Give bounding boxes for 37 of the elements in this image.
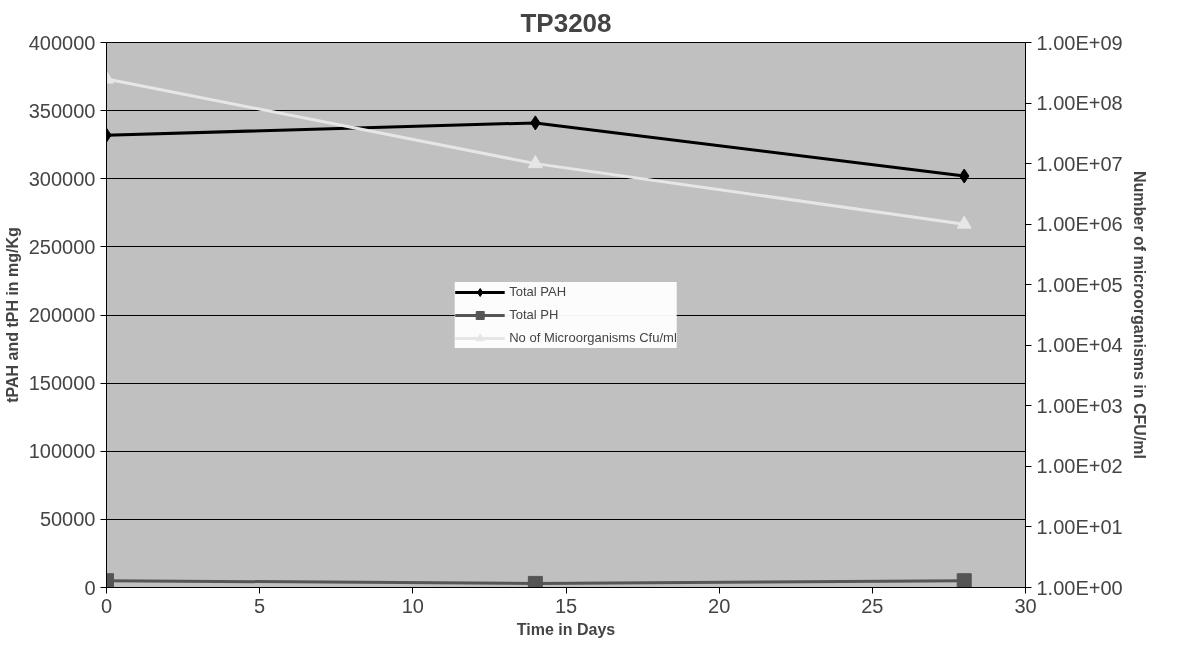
y2-tick-label: 1.00E+08 [1036, 92, 1123, 115]
y-tick-label: 400000 [28, 31, 96, 54]
y-axis-title: tPAH and tPH in mg/Kg [3, 227, 21, 403]
x-tick-label: 15 [554, 594, 578, 617]
legend-label: Total PAH [509, 284, 567, 299]
x-axis-title: Time in Days [516, 620, 616, 638]
y2-tick-label: 1.00E+09 [1036, 31, 1123, 54]
y2-tick-label: 1.00E+00 [1036, 576, 1123, 599]
x-tick-label: 30 [1014, 594, 1037, 617]
chart-title: TP3208 [520, 7, 612, 38]
x-tick-label: 10 [401, 594, 424, 617]
y2-tick-label: 1.00E+06 [1036, 213, 1123, 236]
y-tick-label: 300000 [28, 167, 96, 190]
y-tick-label: 200000 [28, 304, 96, 326]
x-tick-label: 20 [708, 594, 731, 617]
x-tick-label: 25 [861, 594, 884, 617]
y2-tick-label: 1.00E+01 [1036, 515, 1123, 538]
y-tick-label: 150000 [28, 372, 96, 395]
y-tick-label: 100000 [28, 440, 96, 463]
legend-label: No of Microorganisms Cfu/ml [509, 330, 677, 345]
y-tick-label: 0 [84, 576, 96, 599]
y-tick-label: 50000 [39, 508, 96, 531]
y2-tick-label: 1.00E+03 [1036, 394, 1123, 417]
point [956, 573, 972, 588]
legend-label: Total PH [509, 307, 559, 322]
x-tick-label: 0 [100, 594, 113, 617]
y-tick-label: 350000 [28, 99, 96, 122]
y2-axis-title: Number of microorganisms in CFU/ml [1130, 170, 1148, 460]
y2-tick-label: 1.00E+02 [1036, 455, 1123, 478]
y-tick-label: 250000 [28, 235, 96, 258]
point [956, 215, 972, 229]
x-tick-label: 5 [254, 594, 266, 617]
y2-tick-label: 1.00E+05 [1036, 273, 1123, 296]
point [527, 575, 543, 588]
point [527, 155, 543, 169]
y2-tick-label: 1.00E+07 [1036, 152, 1123, 175]
y2-tick-label: 1.00E+04 [1036, 334, 1123, 357]
